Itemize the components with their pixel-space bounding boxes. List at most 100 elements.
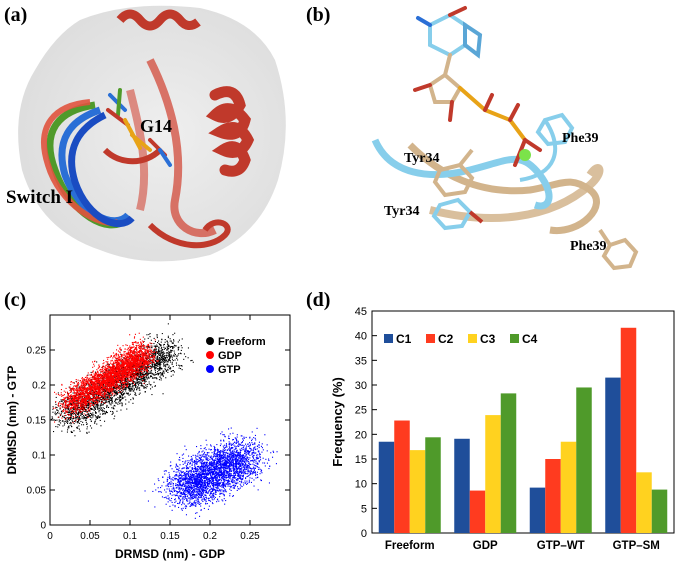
scatter-point (88, 431, 90, 433)
scatter-point (126, 381, 128, 383)
scatter-point (133, 363, 135, 365)
scatter-point (112, 364, 114, 366)
scatter-point (55, 419, 57, 421)
scatter-point (107, 394, 109, 396)
scatter-point (60, 403, 62, 405)
scatter-point (152, 354, 154, 356)
scatter-point (157, 368, 159, 370)
scatter-point (83, 408, 85, 410)
scatter-point (74, 386, 76, 388)
scatter-point (68, 410, 70, 412)
scatter-point (146, 378, 148, 380)
scatter-point (85, 421, 87, 423)
scatter-point (121, 376, 123, 378)
scatter-point (147, 349, 149, 351)
scatter-point (100, 381, 102, 383)
scatter-point (116, 399, 118, 401)
scatter-point (114, 382, 116, 384)
scatter-point (105, 375, 107, 377)
scatter-point (159, 372, 161, 374)
scatter-point (96, 397, 98, 399)
scatter-point (58, 421, 60, 423)
scatter-point (130, 386, 132, 388)
scatter-point (169, 355, 171, 357)
scatter-point (134, 336, 136, 338)
scatter-point (146, 349, 148, 351)
scatter-point (96, 398, 98, 400)
scatter-point (83, 416, 85, 418)
scatter-point (141, 368, 143, 370)
scatter-point (145, 360, 147, 362)
scatter-point (132, 379, 134, 381)
scatter-point (110, 382, 112, 384)
scatter-point (171, 356, 173, 358)
scatter-point (129, 350, 131, 352)
scatter-point (89, 419, 91, 421)
scatter-point (88, 388, 90, 390)
scatter-point (97, 391, 99, 393)
scatter-point (83, 383, 85, 385)
scatter-point (87, 406, 89, 408)
scatter-point (127, 377, 129, 379)
scatter-point (157, 342, 159, 344)
scatter-point (175, 345, 177, 347)
scatter-point (130, 352, 132, 354)
scatter-point (137, 378, 139, 380)
scatter-point (135, 369, 137, 371)
scatter-point (75, 418, 77, 420)
scatter-point (83, 403, 85, 405)
scatter-point (105, 385, 107, 387)
scatter-point (91, 381, 93, 383)
scatter-point (169, 340, 171, 342)
scatter-point (131, 360, 133, 362)
scatter-point (119, 370, 121, 372)
scatter-point (70, 431, 72, 433)
scatter-point (87, 404, 89, 406)
scatter-point (111, 397, 113, 399)
scatter-point (72, 392, 74, 394)
scatter-point (128, 366, 130, 368)
scatter-point (139, 352, 141, 354)
scatter-point (117, 359, 119, 361)
scatter-point (82, 406, 84, 408)
scatter-point (135, 348, 137, 350)
scatter-point (86, 404, 88, 406)
scatter-point (67, 427, 69, 429)
scatter-point (167, 359, 169, 361)
scatter-point (86, 382, 88, 384)
scatter-point (171, 363, 173, 365)
scatter-point (176, 357, 178, 359)
scatter-point (92, 382, 94, 384)
scatter-point (71, 414, 73, 416)
scatter-point (106, 363, 108, 365)
scatter-point (116, 385, 118, 387)
scatter-point (124, 379, 126, 381)
scatter-point (155, 368, 157, 370)
scatter-point (121, 375, 123, 377)
scatter-point (139, 347, 141, 349)
scatter-point (91, 391, 93, 393)
scatter-point (87, 398, 89, 400)
scatter-point (57, 412, 59, 414)
scatter-point (96, 400, 98, 402)
scatter-point (71, 395, 73, 397)
scatter-point (66, 407, 68, 409)
scatter-point (73, 418, 75, 420)
scatter-point (140, 373, 142, 375)
scatter-point (60, 422, 62, 424)
scatter-point (142, 375, 144, 377)
scatter-point (174, 332, 176, 334)
scatter-point (145, 358, 147, 360)
scatter-point (104, 413, 106, 415)
scatter-point (155, 373, 157, 375)
scatter-point (122, 389, 124, 391)
scatter-point (76, 401, 78, 403)
scatter-point (76, 427, 78, 429)
scatter-point (159, 376, 161, 378)
scatter-point (141, 373, 143, 375)
scatter-point (98, 407, 100, 409)
scatter-point (112, 352, 114, 354)
scatter-point (70, 396, 72, 398)
scatter-point (73, 395, 75, 397)
scatter-point (133, 358, 135, 360)
